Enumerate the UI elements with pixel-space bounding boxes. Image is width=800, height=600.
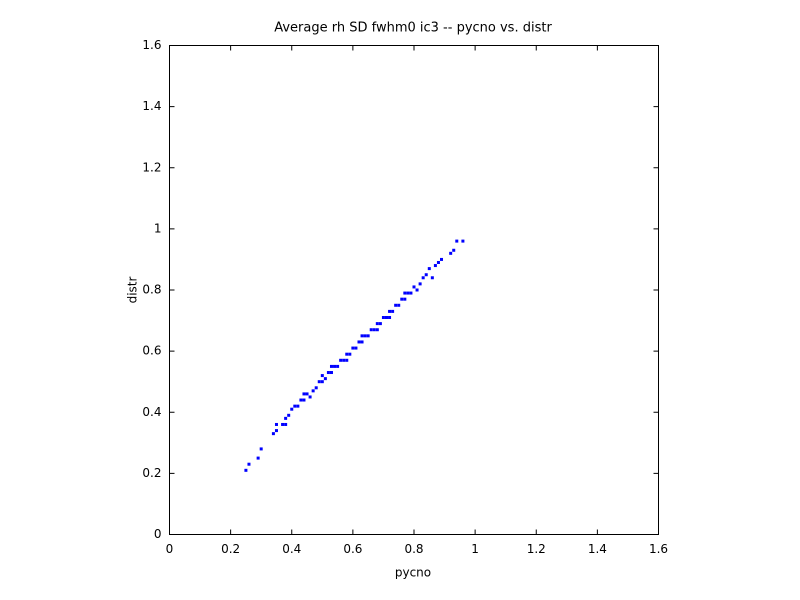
- scatter-point: [400, 297, 404, 301]
- x-tick-label: 0.4: [282, 542, 301, 556]
- scatter-point: [406, 291, 410, 295]
- x-tick-label: 1.2: [527, 542, 546, 556]
- y-tick-label: 1.6: [142, 38, 161, 52]
- y-axis-label: distr: [126, 277, 140, 304]
- y-tick-label: 0.6: [142, 344, 161, 358]
- scatter-point: [391, 309, 395, 313]
- scatter-point: [329, 364, 333, 368]
- scatter-point: [302, 392, 306, 396]
- scatter-point: [449, 251, 453, 255]
- scatter-point: [256, 456, 260, 460]
- scatter-point: [281, 422, 285, 426]
- x-tick-label: 1: [471, 542, 479, 556]
- scatter-point: [366, 334, 370, 338]
- scatter-point: [461, 239, 465, 243]
- scatter-point: [418, 282, 422, 286]
- scatter-point: [274, 422, 278, 426]
- scatter-point: [311, 389, 315, 393]
- scatter-point: [424, 273, 428, 277]
- scatter-point: [299, 398, 303, 402]
- scatter-point: [320, 374, 324, 378]
- scatter-point: [323, 377, 327, 381]
- scatter-point: [320, 380, 324, 384]
- scatter-point: [433, 264, 437, 268]
- scatter-point: [284, 422, 288, 426]
- scatter-point: [296, 404, 300, 408]
- scatter-point: [345, 358, 349, 362]
- scatter-point: [372, 328, 376, 332]
- scatter-point: [274, 429, 278, 433]
- scatter-point: [403, 291, 407, 295]
- scatter-point: [397, 303, 401, 307]
- y-tick-label: 0.2: [142, 466, 161, 480]
- scatter-point: [342, 358, 346, 362]
- scatter-point: [271, 432, 275, 436]
- scatter-point: [354, 346, 358, 350]
- scatter-point: [384, 316, 388, 320]
- scatter-point: [345, 352, 349, 356]
- scatter-point: [421, 276, 425, 280]
- x-tick-label: 0.6: [343, 542, 362, 556]
- scatter-point: [336, 364, 340, 368]
- scatter-point: [388, 309, 392, 313]
- scatter-point: [290, 407, 294, 411]
- scatter-point: [293, 404, 297, 408]
- scatter-point: [348, 352, 352, 356]
- scatter-point: [375, 328, 379, 332]
- scatter-point: [378, 322, 382, 326]
- chart-title: Average rh SD fwhm0 ic3 -- pycno vs. dis…: [274, 21, 552, 36]
- scatter-point: [244, 468, 248, 472]
- scatter-point: [412, 285, 416, 289]
- scatter-point: [363, 334, 367, 338]
- scatter-point: [415, 288, 419, 292]
- scatter-point: [287, 413, 291, 417]
- scatter-point: [388, 316, 392, 320]
- y-tick-label: 0.8: [142, 283, 161, 297]
- scatter-point: [314, 386, 318, 390]
- scatter-point: [302, 398, 306, 402]
- scatter-point: [284, 416, 288, 420]
- scatter-point: [247, 462, 251, 466]
- scatter-point: [394, 303, 398, 307]
- scatter-point: [403, 297, 407, 301]
- scatter-point: [317, 380, 321, 384]
- scatter-point: [360, 334, 364, 338]
- scatter-point: [375, 322, 379, 326]
- scatter-point: [427, 267, 431, 271]
- scatter-point: [308, 395, 312, 399]
- plot-box: [169, 45, 659, 535]
- scatter-point: [259, 447, 263, 451]
- y-tick-label: 1.4: [142, 99, 161, 113]
- y-tick-label: 1.2: [142, 160, 161, 174]
- x-tick-label: 0.8: [404, 542, 423, 556]
- scatter-point: [369, 328, 373, 332]
- scatter-point: [333, 364, 337, 368]
- scatter-point: [357, 340, 361, 344]
- scatter-point: [430, 276, 434, 280]
- x-tick-label: 0.2: [221, 542, 240, 556]
- y-tick-label: 0: [154, 527, 162, 541]
- y-tick-label: 0.4: [142, 405, 161, 419]
- scatter-point: [409, 291, 413, 295]
- scatter-point: [440, 257, 444, 261]
- scatter-point: [339, 358, 343, 362]
- scatter-point: [360, 340, 364, 344]
- scatter-point: [452, 248, 456, 252]
- x-axis-label: pycno: [395, 566, 431, 580]
- scatter-point: [436, 260, 440, 264]
- scatter-point: [329, 371, 333, 375]
- x-tick-label: 0: [166, 542, 174, 556]
- y-tick-label: 1: [154, 221, 162, 235]
- x-tick-label: 1.4: [588, 542, 607, 556]
- scatter-point: [305, 392, 309, 396]
- scatter-point: [455, 239, 459, 243]
- scatter-point: [381, 316, 385, 320]
- x-tick-label: 1.6: [649, 542, 668, 556]
- scatter-point: [326, 371, 330, 375]
- scatter-point: [351, 346, 355, 350]
